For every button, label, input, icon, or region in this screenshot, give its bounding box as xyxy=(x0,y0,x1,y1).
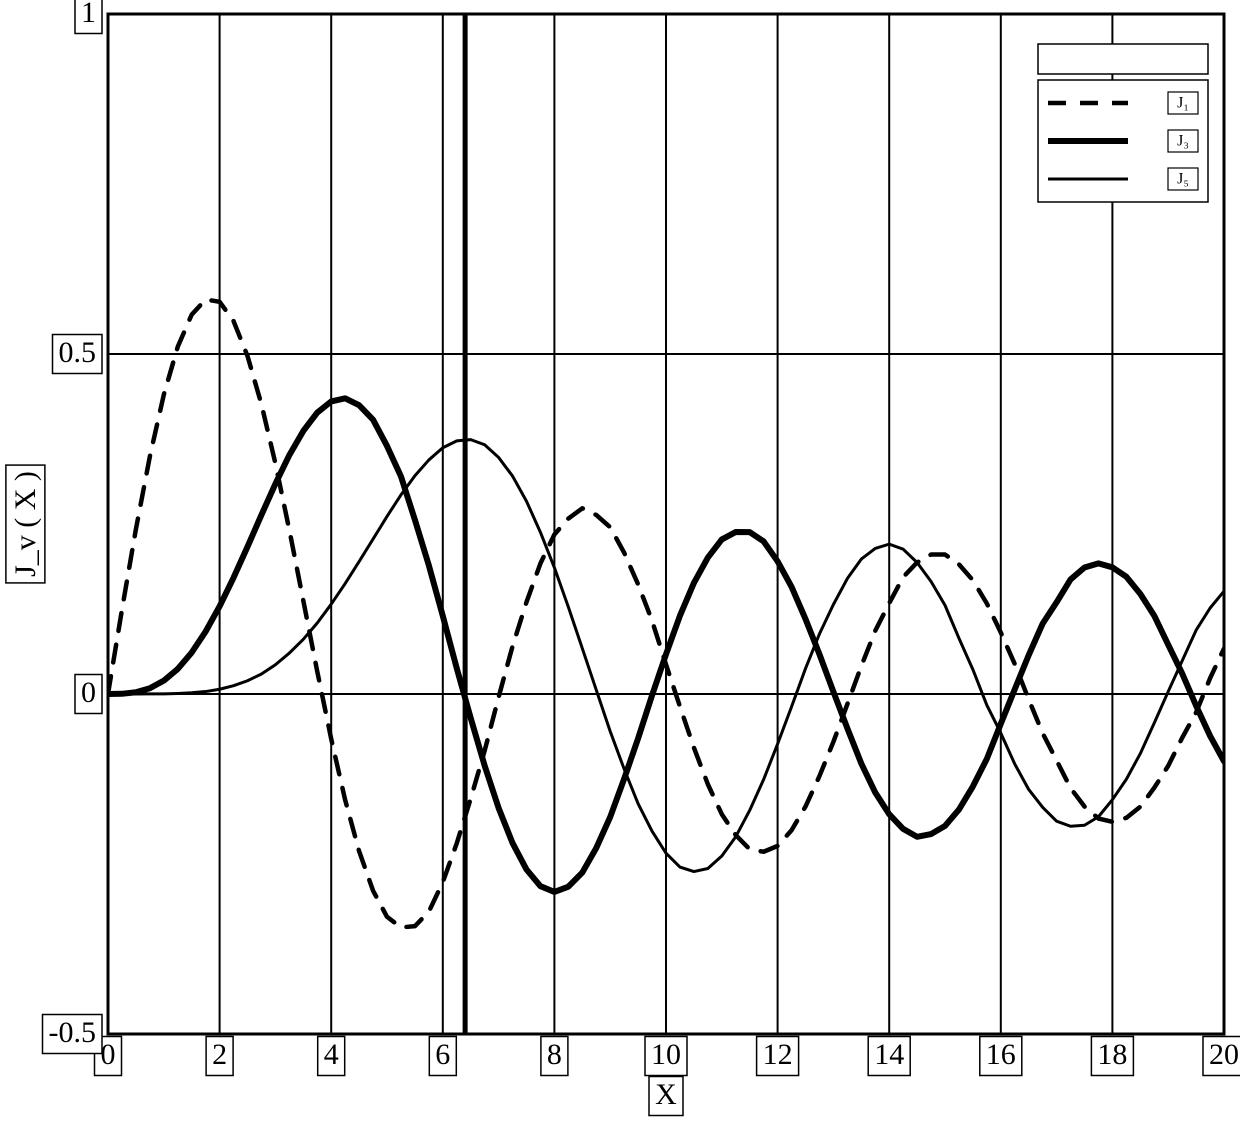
bessel-chart: 02468101214161820-0.500.51XJ_v ( X )J₁J₃… xyxy=(0,0,1240,1122)
svg-text:2: 2 xyxy=(212,1038,227,1071)
ytick-label: 0.5 xyxy=(53,335,103,374)
ytick-label: 0 xyxy=(75,675,102,714)
svg-text:X: X xyxy=(655,1078,677,1111)
svg-text:-0.5: -0.5 xyxy=(49,1016,97,1049)
svg-text:J_v ( X ): J_v ( X ) xyxy=(9,471,42,577)
xtick-label: 8 xyxy=(541,1037,568,1076)
svg-text:12: 12 xyxy=(763,1038,793,1071)
xtick-label: 4 xyxy=(318,1037,345,1076)
xtick-label: 18 xyxy=(1091,1037,1133,1076)
svg-text:J₁: J₁ xyxy=(1177,95,1189,112)
xtick-label: 14 xyxy=(868,1037,910,1076)
svg-text:20: 20 xyxy=(1209,1038,1239,1071)
svg-text:10: 10 xyxy=(651,1038,681,1071)
xtick-label: 10 xyxy=(645,1037,687,1076)
ytick-label: 1 xyxy=(75,0,102,34)
svg-text:16: 16 xyxy=(986,1038,1016,1071)
svg-text:0: 0 xyxy=(81,676,96,709)
svg-text:8: 8 xyxy=(547,1038,562,1071)
xtick-label: 12 xyxy=(757,1037,799,1076)
xtick-label: 20 xyxy=(1203,1037,1240,1076)
svg-text:6: 6 xyxy=(435,1038,450,1071)
svg-text:18: 18 xyxy=(1097,1038,1127,1071)
svg-text:J₃: J₃ xyxy=(1177,133,1189,150)
chart-svg: 02468101214161820-0.500.51XJ_v ( X )J₁J₃… xyxy=(0,0,1240,1122)
svg-text:4: 4 xyxy=(324,1038,339,1071)
svg-text:J₅: J₅ xyxy=(1177,171,1189,188)
svg-text:1: 1 xyxy=(81,0,96,29)
y-axis-label: J_v ( X ) xyxy=(6,465,45,583)
svg-text:14: 14 xyxy=(874,1038,904,1071)
xtick-label: 2 xyxy=(206,1037,233,1076)
svg-text:0.5: 0.5 xyxy=(59,336,97,369)
x-axis-label: X xyxy=(649,1077,683,1116)
legend: J₁ J₃ J₅ xyxy=(1038,44,1208,202)
ytick-label: -0.5 xyxy=(43,1015,103,1054)
xtick-label: 6 xyxy=(429,1037,456,1076)
xtick-label: 16 xyxy=(980,1037,1022,1076)
